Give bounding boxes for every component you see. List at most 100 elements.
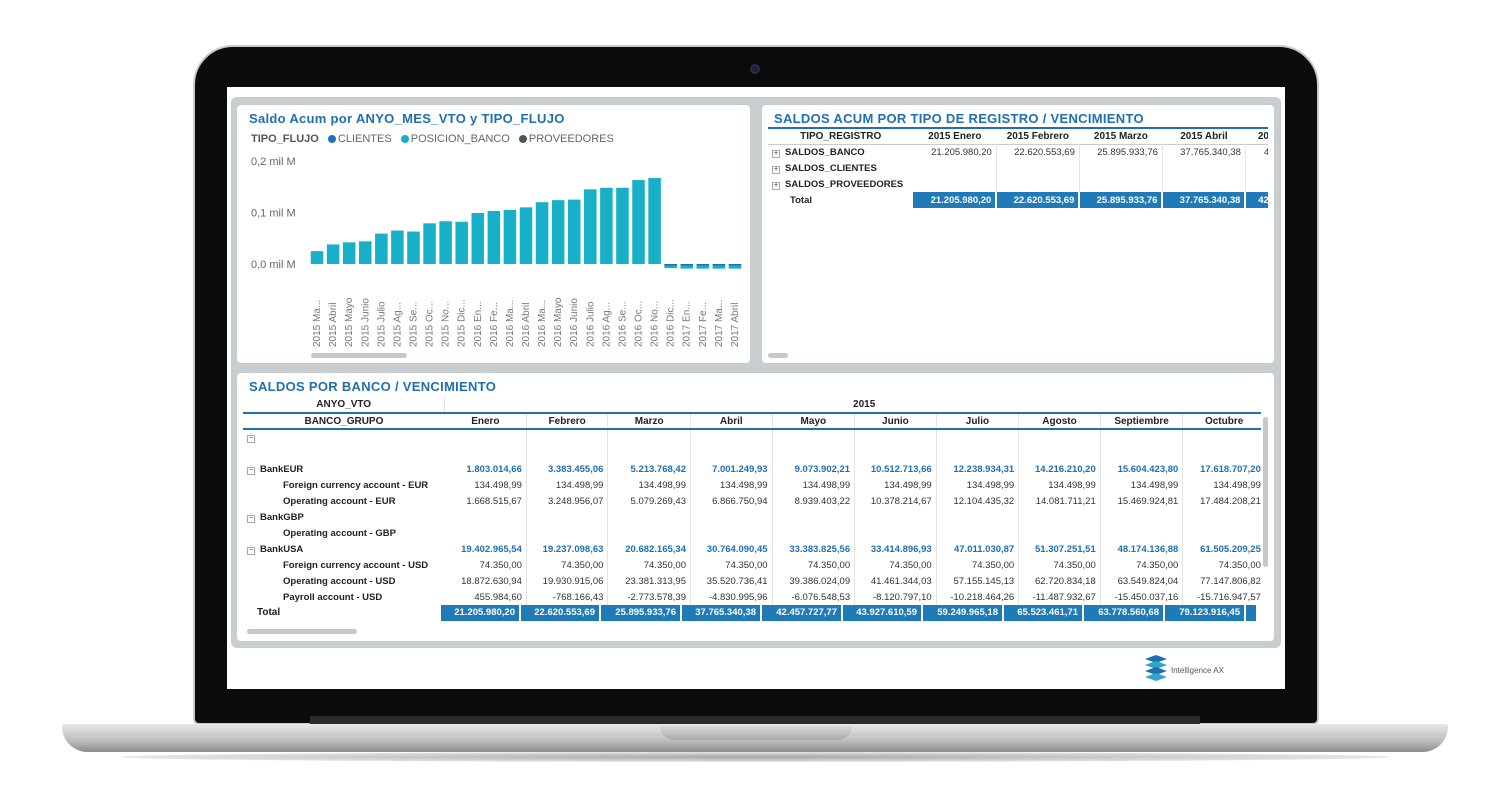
legend-item-posicion-banco[interactable]: POSICION_BANCO bbox=[395, 133, 510, 145]
expand-icon[interactable]: + bbox=[772, 149, 780, 158]
month-header[interactable]: Agosto bbox=[1018, 413, 1101, 429]
month-header[interactable]: Enero bbox=[444, 413, 527, 429]
expand-icon[interactable]: + bbox=[772, 181, 780, 190]
empty-cell bbox=[607, 445, 691, 461]
bank-label[interactable]: − BankEUR bbox=[243, 461, 445, 477]
bar bbox=[600, 187, 613, 264]
chart-legend: TIPO_FLUJO CLIENTES POSICION_BANCO PROVE… bbox=[251, 133, 614, 145]
bank-value: 7.001.249,93 bbox=[690, 461, 773, 477]
account-label[interactable]: Operating account - USD bbox=[283, 575, 396, 587]
account-label[interactable]: Payroll account - USD bbox=[283, 591, 383, 603]
bar bbox=[680, 264, 694, 269]
account-row[interactable]: Foreign currency account - EUR 134.498,99… bbox=[243, 477, 1261, 493]
bank-value bbox=[526, 509, 609, 525]
bank-value: 17.618.707,20 bbox=[1182, 461, 1261, 477]
row-header-anyo[interactable]: ANYO_VTO bbox=[316, 399, 372, 410]
bank-label[interactable]: − BankGBP bbox=[243, 509, 445, 525]
collapse-icon[interactable]: − bbox=[247, 466, 255, 475]
col-header[interactable]: 2015 Febrero bbox=[1006, 130, 1069, 142]
year-header[interactable]: 2015 bbox=[444, 397, 1261, 413]
chart-panel[interactable]: Saldo Acum por ANYO_MES_VTO y TIPO_FLUJO… bbox=[237, 105, 750, 363]
account-row[interactable]: Operating account - GBP bbox=[243, 525, 1261, 541]
empty-cell bbox=[444, 445, 527, 461]
x-tick-label: 2017 Fe... bbox=[698, 302, 709, 347]
account-label[interactable]: Foreign currency account - USD bbox=[283, 559, 429, 571]
bar bbox=[728, 264, 742, 269]
registro-cell bbox=[913, 176, 997, 192]
month-header[interactable]: Marzo bbox=[607, 413, 691, 429]
account-value: -11.487.932,67 bbox=[1018, 589, 1101, 605]
account-value: 134.498,99 bbox=[607, 477, 691, 493]
col-header[interactable]: 2015 Abril bbox=[1180, 130, 1228, 142]
laptop-shadow bbox=[120, 752, 1390, 762]
col-header[interactable]: 2015 Enero bbox=[928, 130, 982, 142]
row-header-banco[interactable]: BANCO_GRUPO bbox=[304, 415, 384, 427]
registro-row-label[interactable]: + SALDOS_BANCO bbox=[768, 144, 913, 160]
intelligence-ax-logo-icon bbox=[1145, 655, 1167, 681]
chart-scrollbar[interactable] bbox=[311, 353, 407, 358]
account-value: 63.549.824,04 bbox=[1100, 573, 1184, 589]
month-header[interactable]: Junio bbox=[854, 413, 937, 429]
account-row[interactable]: Foreign currency account - USD 74.350,00 7… bbox=[243, 557, 1261, 573]
registro-row[interactable]: + SALDOS_PROVEEDORES bbox=[768, 176, 1268, 192]
registro-row[interactable]: + SALDOS_CLIENTES bbox=[768, 160, 1268, 176]
banco-scrollbar-v[interactable] bbox=[1263, 417, 1268, 567]
account-row[interactable]: Operating account - USD 18.872.630,94 19.9… bbox=[243, 573, 1261, 589]
bank-row[interactable]: − BankUSA 19.402.965,54 19.237.098,63 20.682… bbox=[243, 541, 1261, 557]
bar bbox=[632, 180, 645, 264]
x-tick-label: 2016 Julio bbox=[585, 301, 596, 347]
bar bbox=[310, 251, 324, 264]
account-value: 17.484.208,21 bbox=[1182, 493, 1261, 509]
account-label[interactable]: Operating account - EUR bbox=[283, 495, 396, 507]
banco-table-wrap: ANYO_VTO 2015 BANCO_GRUPO Enero Febrero Marzo… bbox=[243, 397, 1261, 625]
bank-value bbox=[936, 509, 1020, 525]
legend-item-proveedores[interactable]: PROVEEDORES bbox=[513, 133, 614, 145]
bank-value: 14.216.210,20 bbox=[1018, 461, 1101, 477]
account-value bbox=[772, 525, 856, 541]
registro-row-label[interactable]: + SALDOS_PROVEEDORES bbox=[768, 176, 913, 192]
account-value bbox=[690, 525, 773, 541]
banco-panel[interactable]: SALDOS POR BANCO / VENCIMIENTO ANYO_VTO 2… bbox=[237, 373, 1274, 641]
account-label[interactable]: Operating account - GBP bbox=[283, 527, 396, 539]
month-header[interactable]: Abril bbox=[690, 413, 773, 429]
laptop-notch bbox=[660, 726, 852, 740]
legend-dot-icon bbox=[327, 135, 336, 143]
bank-row[interactable]: − BankGBP bbox=[243, 509, 1261, 525]
legend-item-clientes[interactable]: CLIENTES bbox=[322, 133, 392, 145]
empty-cell bbox=[772, 429, 856, 445]
x-tick-label: 2015 Mayo bbox=[344, 297, 355, 347]
month-header[interactable]: Julio bbox=[936, 413, 1020, 429]
account-value: 134.498,99 bbox=[1100, 477, 1184, 493]
collapse-icon[interactable]: − bbox=[247, 435, 255, 443]
bar-chart[interactable]: 0,2 mil M 0,1 mil M 0,0 mil M 2015 Ma... 201… bbox=[237, 105, 750, 363]
account-value: 134.498,99 bbox=[1018, 477, 1101, 493]
row-label-text: SALDOS_BANCO bbox=[785, 146, 865, 158]
registro-cell: 37.765.340,38 bbox=[1162, 144, 1246, 160]
month-header[interactable]: Octubre bbox=[1182, 413, 1261, 429]
registro-row[interactable]: + SALDOS_BANCO 21.205.980,20 22.620.553,69 2… bbox=[768, 144, 1268, 160]
expand-icon[interactable]: + bbox=[772, 165, 780, 174]
col-header[interactable]: 2015 Marzo bbox=[1093, 130, 1148, 142]
month-header[interactable]: Febrero bbox=[526, 413, 609, 429]
account-row[interactable]: Operating account - EUR 1.668.515,67 3.248… bbox=[243, 493, 1261, 509]
registro-panel[interactable]: SALDOS ACUM POR TIPO DE REGISTRO / VENCI… bbox=[762, 105, 1274, 363]
registro-scrollbar[interactable] bbox=[768, 353, 788, 358]
x-tick-label: 2016 Abril bbox=[521, 303, 532, 347]
banco-scrollbar-h[interactable] bbox=[247, 629, 357, 634]
bank-row[interactable]: − BankEUR 1.803.014,66 3.383.455,06 5.213.76… bbox=[243, 461, 1261, 477]
account-value: -8.120.797,10 bbox=[854, 589, 937, 605]
account-label[interactable]: Foreign currency account - EUR bbox=[283, 479, 429, 491]
month-header[interactable]: Mayo bbox=[772, 413, 856, 429]
collapse-icon[interactable]: − bbox=[247, 514, 255, 523]
col-header[interactable]: TIPO_REGISTRO bbox=[800, 130, 882, 142]
collapse-icon[interactable]: − bbox=[247, 546, 255, 555]
account-row[interactable]: Payroll account - USD 455.984,60 -768.166,… bbox=[243, 589, 1261, 605]
x-tick-label: 2015 Oc... bbox=[425, 301, 436, 347]
total-cell: 59.249.965,18 bbox=[923, 605, 1002, 621]
x-tick-label: 2016 Ag... bbox=[601, 302, 612, 347]
bank-label[interactable]: − BankUSA bbox=[243, 541, 445, 557]
col-header[interactable]: 201 bbox=[1257, 130, 1268, 142]
month-header[interactable]: Septiembre bbox=[1100, 413, 1184, 429]
x-tick-label: 2017 Abril bbox=[730, 303, 741, 347]
registro-row-label[interactable]: + SALDOS_CLIENTES bbox=[768, 160, 913, 176]
